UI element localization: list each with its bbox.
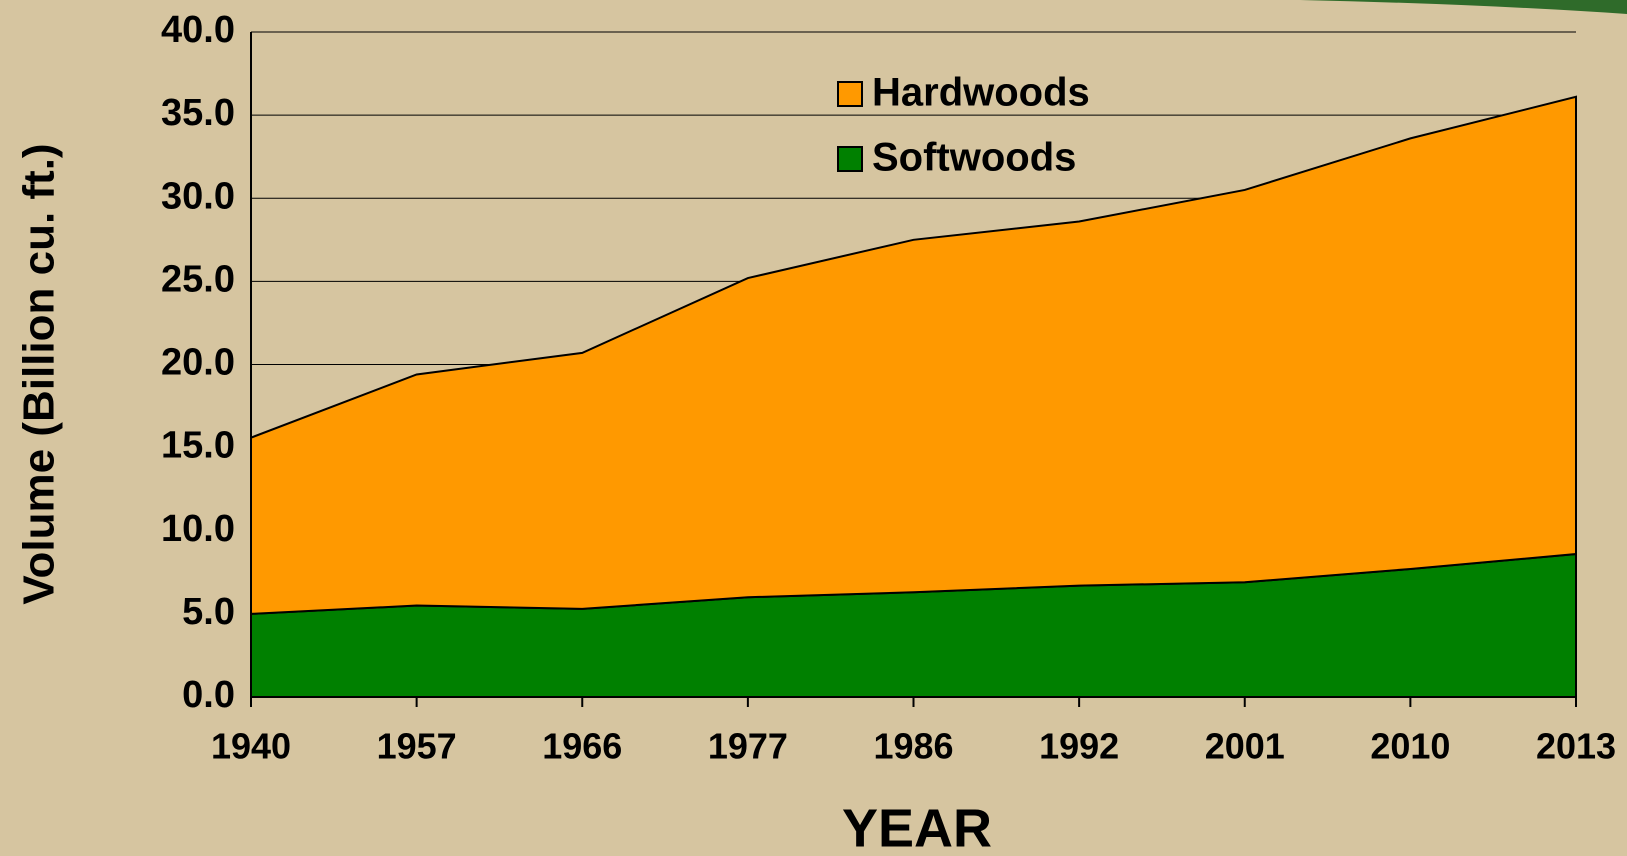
y-tick-label: 40.0 bbox=[161, 9, 235, 51]
x-tick-label: 1940 bbox=[211, 726, 291, 767]
x-tick-label: 1957 bbox=[377, 726, 457, 767]
x-tick-label: 1986 bbox=[873, 726, 953, 767]
x-tick-label: 1992 bbox=[1039, 726, 1119, 767]
y-tick-label: 20.0 bbox=[161, 342, 235, 384]
x-tick-label: 2001 bbox=[1205, 726, 1285, 767]
legend-swatch bbox=[837, 146, 863, 172]
legend-label: Softwoods bbox=[872, 136, 1076, 180]
y-tick-label: 30.0 bbox=[161, 175, 235, 217]
decoration bbox=[1300, 0, 1627, 14]
legend-label: Hardwoods bbox=[872, 71, 1090, 115]
y-tick-label: 35.0 bbox=[161, 92, 235, 134]
x-tick-label: 2010 bbox=[1370, 726, 1450, 767]
x-tick-label: 1966 bbox=[542, 726, 622, 767]
y-tick-label: 5.0 bbox=[182, 591, 235, 633]
x-tick-label: 2013 bbox=[1536, 726, 1616, 767]
x-axis-label: YEAR bbox=[842, 798, 992, 856]
y-tick-label: 25.0 bbox=[161, 258, 235, 300]
y-axis-label: Volume (Billion cu. ft.) bbox=[15, 143, 64, 604]
y-tick-label: 10.0 bbox=[161, 508, 235, 550]
y-tick-label: 15.0 bbox=[161, 425, 235, 467]
area bbox=[250, 95, 1577, 615]
x-tick-label: 1977 bbox=[708, 726, 788, 767]
legend-swatch bbox=[837, 81, 863, 107]
y-tick-label: 0.0 bbox=[182, 674, 235, 716]
